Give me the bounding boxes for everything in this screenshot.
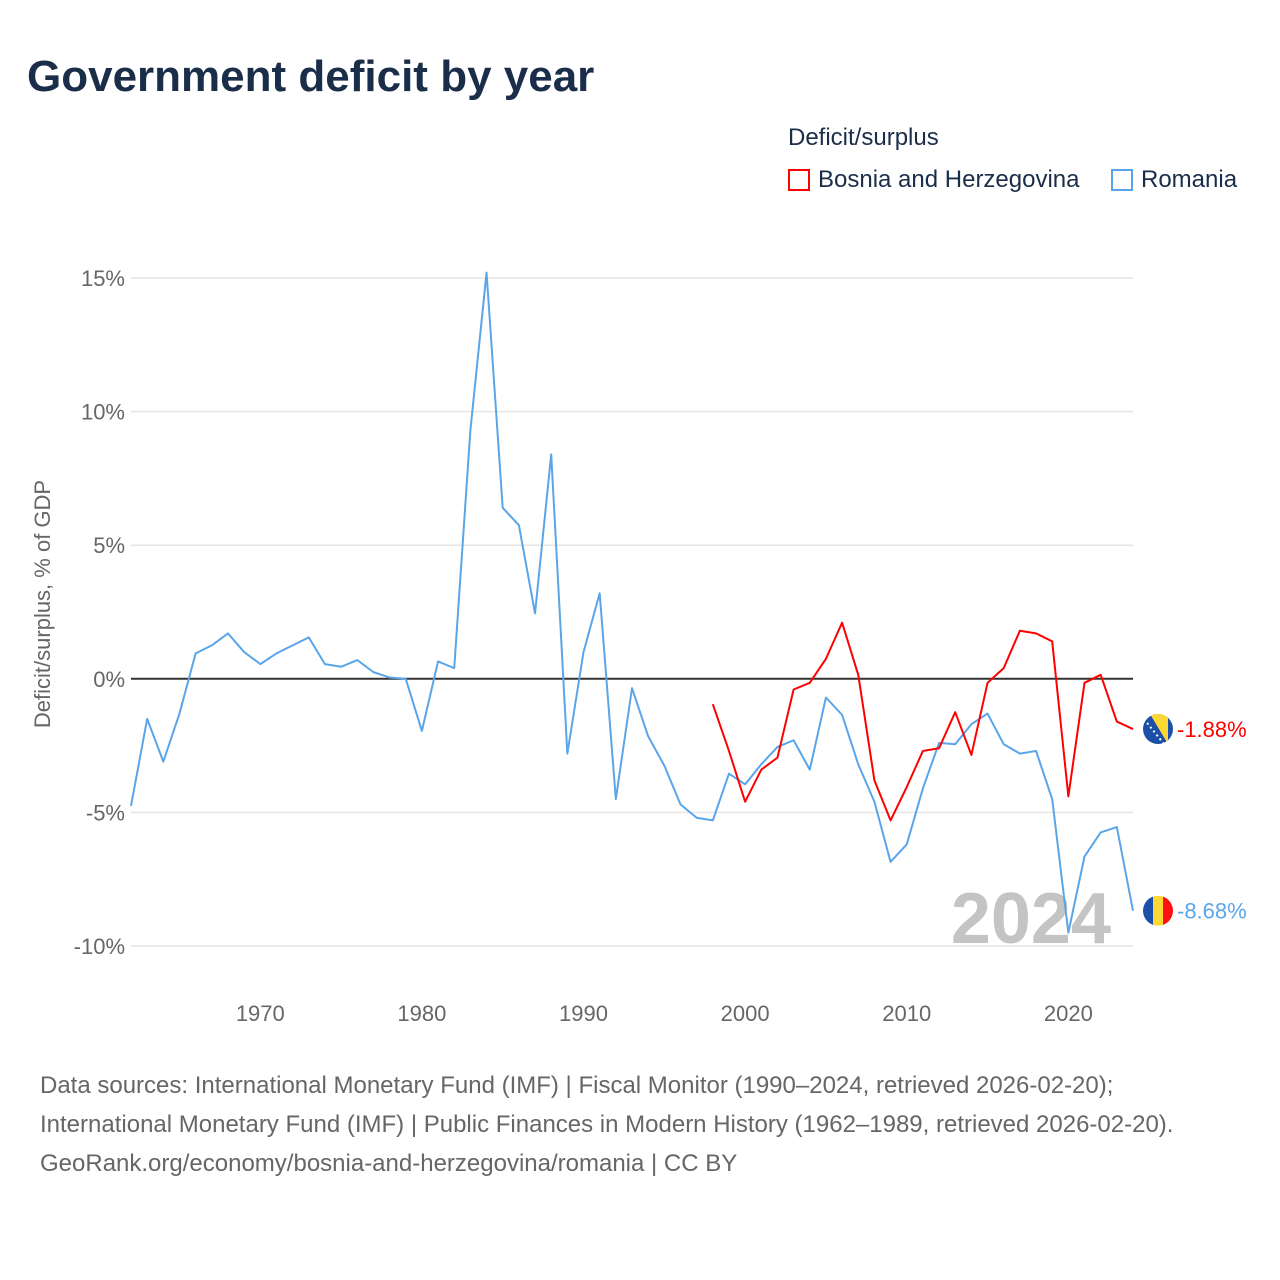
chart-footer: Data sources: International Monetary Fun…: [40, 1066, 1240, 1183]
chart-title: Government deficit by year: [27, 52, 595, 101]
legend-label: Romania: [1141, 166, 1238, 193]
y-tick-label: 15%: [81, 266, 125, 291]
romania-flag-icon: [1143, 895, 1173, 926]
x-tick-label: 1990: [559, 1001, 608, 1026]
y-tick-label: -10%: [74, 934, 125, 959]
x-tick-label: 1970: [236, 1001, 285, 1026]
y-axis-label: Deficit/surplus, % of GDP: [30, 480, 55, 728]
legend-item-bosnia[interactable]: Bosnia and Herzegovina: [788, 166, 1080, 194]
series-line-romania: [130, 271, 1134, 934]
bosnia-flag-icon: [1143, 714, 1173, 745]
legend-label: Bosnia and Herzegovina: [818, 166, 1080, 193]
credit-link[interactable]: GeoRank.org/economy/bosnia-and-herzegovi…: [40, 1150, 738, 1177]
data-sources: Data sources: International Monetary Fun…: [40, 1072, 1174, 1138]
end-value-label-bosnia: -1.88%: [1177, 717, 1247, 742]
legend-swatch-romania: [1111, 169, 1133, 191]
y-tick-label: 5%: [93, 533, 125, 558]
end-value-label-romania: -8.68%: [1177, 899, 1247, 924]
x-tick-label: 2010: [882, 1001, 931, 1026]
y-tick-label: 10%: [81, 400, 125, 425]
legend-title: Deficit/surplus: [788, 124, 939, 151]
y-tick-label: 0%: [93, 667, 125, 692]
legend-swatch-bosnia: [788, 169, 810, 191]
x-tick-label: 2020: [1044, 1001, 1093, 1026]
year-watermark: 2024: [951, 879, 1111, 959]
y-tick-label: -5%: [86, 800, 125, 825]
series-line-bosnia-and-herzegovina: [711, 621, 1134, 822]
x-tick-label: 1980: [397, 1001, 446, 1026]
x-tick-label: 2000: [721, 1001, 770, 1026]
legend-item-romania[interactable]: Romania: [1111, 166, 1237, 194]
